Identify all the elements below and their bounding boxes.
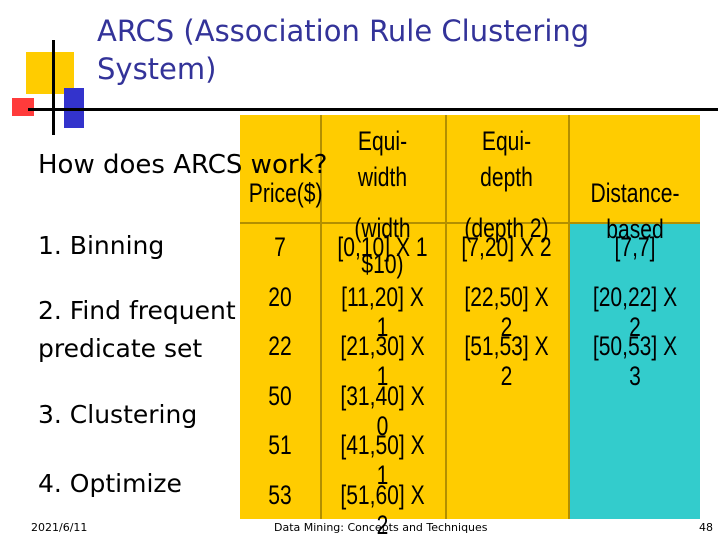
cell-equi-depth: [51,53] X 2 — [464, 331, 549, 391]
slide-heading: How does ARCS work? — [38, 150, 328, 180]
logo-red-square — [12, 98, 34, 116]
header-line: Price($) — [248, 178, 323, 208]
cell-distance-based: [50,53] X 3 — [592, 331, 678, 391]
logo-yellow-square — [26, 52, 74, 94]
bullet-item: 3. Clustering — [38, 400, 198, 429]
distance-column-fill — [570, 222, 700, 519]
cell-equi-depth: [7,20] X 2 — [461, 232, 552, 262]
cell-equi-width: [11,20] X 1 — [341, 282, 424, 342]
cell-distance-based: [7,7] — [614, 232, 656, 262]
binning-table: Price($) Equi-width (width $10) Equi-dep… — [240, 115, 700, 540]
cell-price: 50 — [268, 381, 292, 411]
header-equi-depth: Equi-depth (depth 2) — [459, 123, 555, 246]
cell-price: 20 — [268, 282, 292, 312]
cell-equi-depth: [22,50] X 2 — [464, 282, 549, 342]
column-divider — [320, 115, 322, 519]
cell-price: 22 — [268, 331, 292, 361]
column-divider — [568, 115, 570, 519]
bullet-item: 1. Binning — [38, 231, 165, 260]
title-rule-horizontal — [28, 108, 718, 111]
header-price: Price($) — [248, 175, 323, 211]
header-distance-based: Distance-based — [584, 175, 685, 247]
cell-equi-width: [0,10] X 1 — [337, 232, 428, 262]
header-line: Equi-depth — [480, 126, 533, 192]
cell-equi-width: [41,50] X 1 — [340, 430, 425, 490]
cell-equi-width: [31,40] X 0 — [340, 381, 425, 441]
page-number: 48 — [699, 521, 713, 534]
bullet-item: 4. Optimize — [38, 469, 182, 498]
slide-title: ARCS (Association Rule Clustering System… — [97, 14, 590, 86]
header-line: (depth 2) — [464, 213, 549, 243]
cell-equi-width: [21,30] X 1 — [340, 331, 425, 391]
column-divider — [445, 115, 447, 519]
header-equi-width: Equi-width (width $10) — [334, 123, 432, 282]
title-rule-vertical — [52, 40, 55, 135]
cell-distance-based: [20,22] X 2 — [592, 282, 678, 342]
cell-price: 53 — [268, 480, 292, 510]
header-line: Distance-based — [590, 178, 680, 244]
cell-price: 51 — [268, 430, 292, 460]
bullet-item: 2. Find frequent predicate set — [38, 296, 236, 363]
footer-title: Data Mining: Concepts and Techniques — [274, 521, 488, 534]
cell-price: 7 — [274, 232, 286, 262]
footer-date: 2021/6/11 — [31, 521, 88, 534]
header-line: Equi-width — [357, 126, 408, 192]
header-line: (width $10) — [354, 213, 411, 279]
cell-equi-width: [51,60] X 2 — [340, 480, 425, 540]
header-divider — [240, 222, 700, 224]
